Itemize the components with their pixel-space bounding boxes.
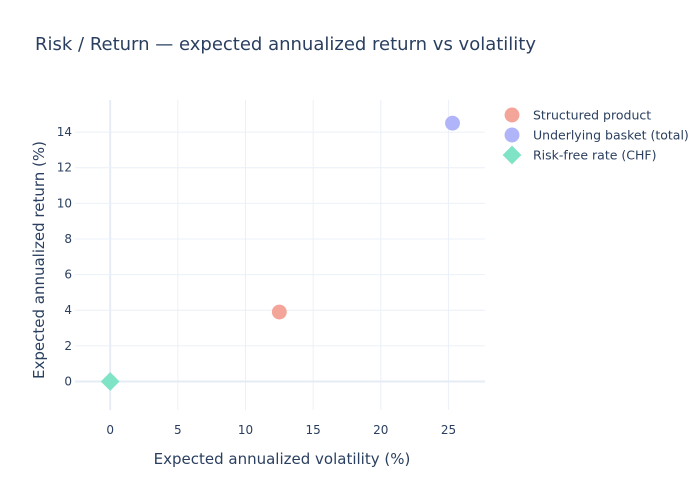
legend-label: Structured product [533,108,651,123]
data-point [445,115,460,131]
x-axis-title: Expected annualized volatility (%) [154,450,411,468]
y-tick-label: 8 [64,232,72,246]
legend: Structured product Underlying basket (tot… [502,107,689,165]
y-tick-label: 14 [57,125,72,139]
legend-marker [504,127,520,143]
y-tick-label: 2 [64,339,72,353]
y-tick-label: 4 [64,303,72,317]
legend-marker [502,145,522,165]
y-tick-label: 12 [57,161,72,175]
x-tick-label: 25 [441,423,456,437]
legend-marker [504,107,520,123]
axes: 0 5 10 15 20 25 0 2 4 6 8 10 12 14 [57,125,456,437]
data-point [100,372,120,391]
x-tick-label: 0 [106,423,114,437]
chart-title: Risk / Return — expected annualized retu… [35,34,536,55]
y-tick-label: 0 [64,374,72,388]
grid [75,100,485,410]
x-tick-label: 5 [174,423,182,437]
y-tick-label: 10 [57,196,72,210]
x-tick-label: 20 [373,423,388,437]
x-tick-label: 15 [306,423,321,437]
data-point [271,304,287,320]
y-tick-label: 6 [64,268,72,282]
data-points [100,115,460,391]
x-tick-label: 10 [238,423,253,437]
legend-label: Underlying basket (total) [533,128,689,143]
y-axis-title: Expected annualized return (%) [30,141,48,379]
legend-label: Risk-free rate (CHF) [533,148,656,163]
